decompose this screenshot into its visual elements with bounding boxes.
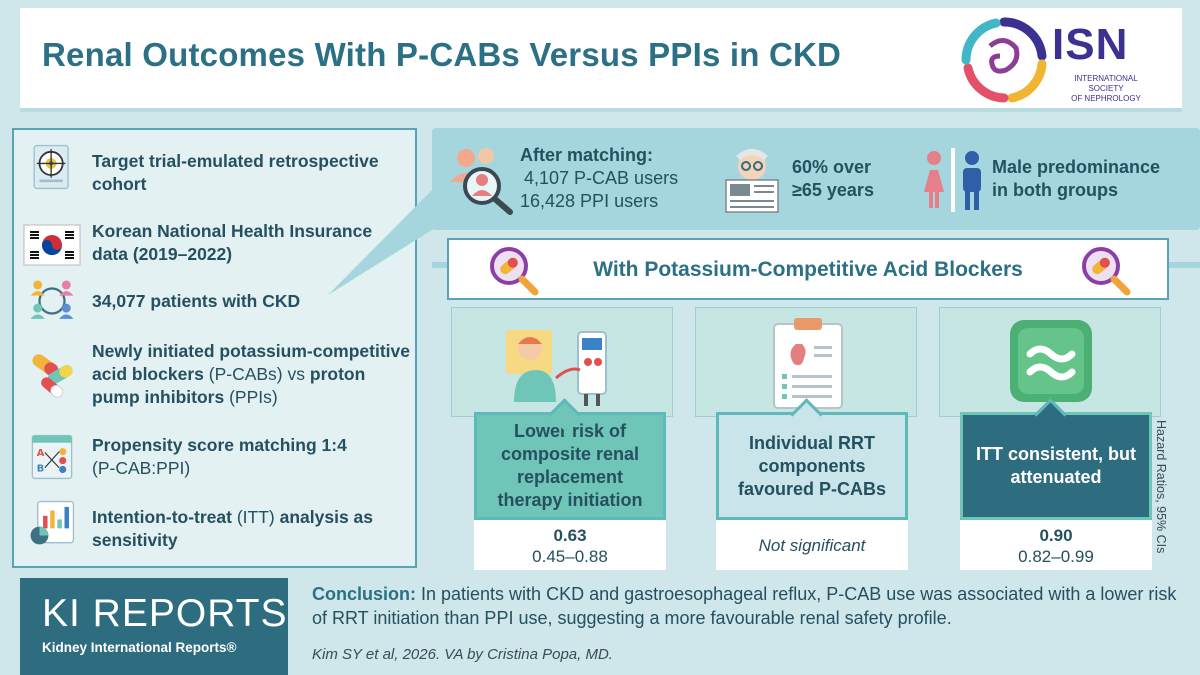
kidney-clipboard-icon — [773, 318, 843, 409]
outcome-composite-rrt: Lower risk of composite renal replacemen… — [474, 412, 666, 520]
target-document-icon — [33, 144, 69, 190]
outcome-2-label: Individual RRT components favoured P-CAB… — [737, 432, 887, 499]
svg-text:A: A — [37, 448, 45, 459]
methods-panel: Target trial-emulated retrospective coho… — [12, 128, 417, 568]
header-bar: Renal Outcomes With P-CABs Versus PPIs i… — [20, 8, 1182, 108]
outcome-1-label: Lower risk of composite renal replacemen… — [497, 421, 643, 510]
outcome-1-value: 0.63 0.45–0.88 — [474, 520, 666, 570]
method-data-source-text: Korean National Health Insurance data (2… — [92, 221, 373, 264]
magnifier-pill-icon — [490, 247, 539, 296]
approximately-equal-icon — [1010, 320, 1092, 402]
sex-stat: Male predominance in both groups — [992, 157, 1161, 200]
callout-pointer — [328, 190, 448, 295]
page-title: Renal Outcomes With P-CABs Versus PPIs i… — [42, 36, 842, 73]
pcab-banner: With Potassium-Competitive Acid Blockers — [447, 238, 1169, 300]
ci-3: 0.82–0.99 — [1018, 547, 1094, 566]
age-stat: 60% over ≥65 years — [792, 157, 874, 200]
conclusion-text: Conclusion: In patients with CKD and gas… — [312, 582, 1187, 630]
capsules-icon — [32, 354, 73, 398]
outcome-individual-rrt: Individual RRT components favoured P-CAB… — [716, 412, 908, 520]
dialysis-patient-icon — [506, 330, 607, 406]
patients-network-icon — [30, 280, 74, 319]
ki-reports-title: KI REPORTS — [42, 592, 288, 635]
method-drugs-text: Newly initiated potassium-competitive ac… — [92, 341, 410, 407]
isn-logo: ISN INTERNATIONAL SOCIETY OF NEPHROLOGY — [960, 16, 1160, 104]
conclusion-label: Conclusion: — [312, 584, 416, 604]
ppi-users: 16,428 PPI users — [520, 191, 659, 211]
male-female-icon — [924, 148, 981, 212]
elderly-newspaper-icon — [725, 149, 779, 213]
outcome-3-label: ITT consistent, but attenuated — [976, 444, 1136, 487]
matching-stat: After matching: 4,107 P-CAB users 16,428… — [520, 144, 678, 213]
ki-reports-subtitle: Kidney International Reports® — [42, 640, 237, 655]
ci-1: 0.45–0.88 — [532, 547, 608, 566]
outcome-card-2-image — [695, 307, 917, 417]
method-itt-text: Intention-to-treat (ITT) analysis as sen… — [92, 507, 374, 550]
method-matching-ratio: (P-CAB:PPI) — [92, 458, 191, 478]
isn-subtitle: INTERNATIONAL SOCIETY OF NEPHROLOGY — [1071, 74, 1141, 103]
matching-heading: After matching: — [520, 145, 654, 165]
matching-chart-icon: A B — [31, 434, 73, 480]
pcab-users: 4,107 P-CAB users — [524, 168, 679, 188]
hazard-ratio-1: 0.63 — [553, 526, 587, 545]
isn-globe-icon — [961, 17, 1047, 103]
svg-text:B: B — [37, 463, 44, 474]
banner-title: With Potassium-Competitive Acid Blockers — [593, 258, 1023, 281]
ki-reports-logo: KI REPORTS Kidney International Reports® — [20, 578, 288, 675]
method-patients-text: 34,077 patients with CKD — [92, 291, 301, 311]
outcome-2-value: Not significant — [716, 520, 908, 570]
isn-name: ISN — [1052, 20, 1129, 69]
method-matching-text: Propensity score matching 1:4 — [92, 435, 347, 455]
method-cohort-text: Target trial-emulated retrospective coho… — [92, 151, 379, 194]
outcome-3-value: 0.90 0.82–0.99 — [960, 520, 1152, 570]
magnifier-pill-icon — [1082, 247, 1131, 296]
matching-summary-panel: After matching: 4,107 P-CAB users 16,428… — [432, 128, 1200, 230]
conclusion-body: In patients with CKD and gastroesophagea… — [312, 584, 1177, 628]
hazard-ratio-3: 0.90 — [1039, 526, 1073, 545]
outcome-itt: ITT consistent, but attenuated — [960, 412, 1152, 520]
citation-credit: Kim SY et al, 2026. VA by Cristina Popa,… — [312, 646, 613, 663]
bar-chart-icon — [30, 500, 75, 545]
korea-flag-icon — [23, 224, 81, 266]
hazard-ratio-note: Hazard Ratios, 95% CIs — [1154, 420, 1168, 554]
outcome-card-1-image — [451, 307, 673, 417]
significance-2: Not significant — [758, 536, 866, 555]
users-magnifier-icon — [450, 148, 513, 215]
